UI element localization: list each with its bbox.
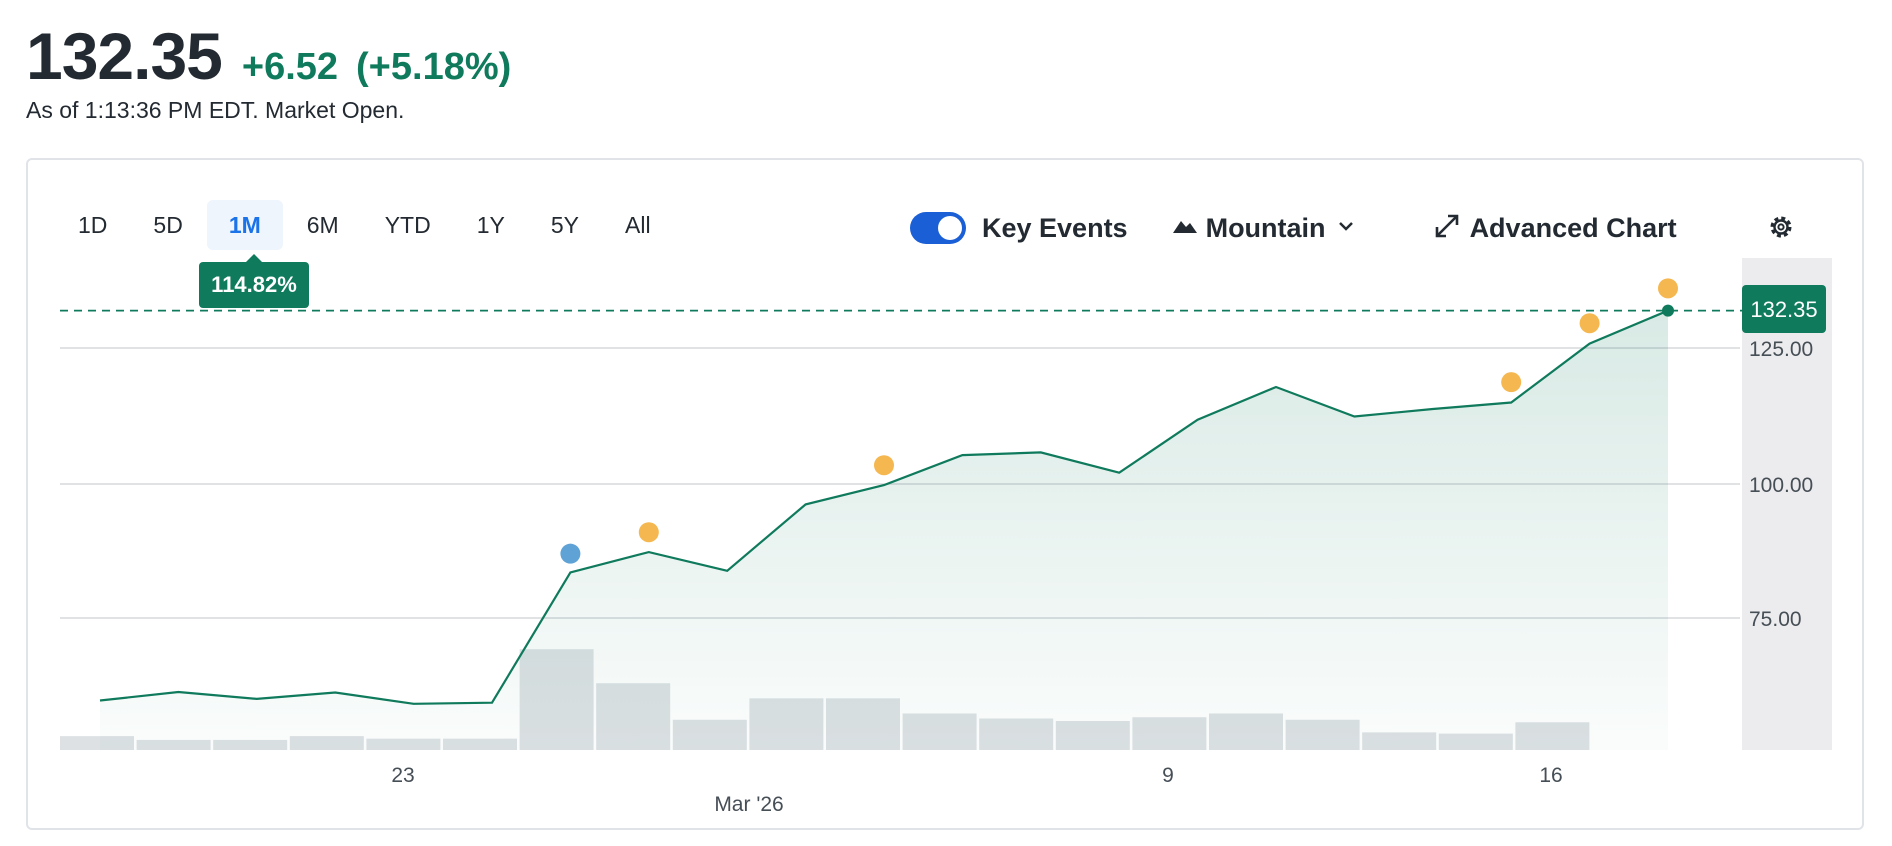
advanced-chart-label: Advanced Chart bbox=[1469, 212, 1677, 243]
quote-header: 132.35 +6.52 (+5.18%) bbox=[26, 18, 511, 94]
key-event-marker-earnings bbox=[1579, 313, 1600, 334]
y-tick-label: 75.00 bbox=[1749, 608, 1802, 631]
key-events-label: Key Events bbox=[982, 212, 1128, 243]
y-axis-band bbox=[1742, 258, 1832, 750]
expand-arrows-icon bbox=[1434, 213, 1460, 244]
y-tick-label: 100.00 bbox=[1749, 474, 1813, 497]
range-button-all[interactable]: All bbox=[625, 212, 651, 238]
price-change: +6.52 bbox=[241, 46, 339, 88]
advanced-chart-button[interactable]: Advanced Chart bbox=[1434, 213, 1677, 244]
range-button-ytd[interactable]: YTD bbox=[384, 212, 431, 238]
x-month-label: Mar '26 bbox=[714, 793, 783, 816]
range-selector: 1D 5D 1M 6M YTD 1Y 5Y All bbox=[56, 200, 675, 250]
chart-controls: Key Events Mountain Advanced Chart bbox=[910, 206, 1677, 250]
chart-card bbox=[26, 158, 1864, 830]
x-tick-label: 16 bbox=[1539, 764, 1562, 787]
current-price-label: 132.35 bbox=[1750, 297, 1817, 322]
x-tick-label: 9 bbox=[1162, 764, 1174, 787]
mountain-icon bbox=[1172, 217, 1198, 240]
range-button-1y[interactable]: 1Y bbox=[476, 212, 505, 238]
current-price-dot bbox=[1662, 304, 1674, 317]
key-event-marker-earnings bbox=[1658, 278, 1678, 299]
range-button-5d[interactable]: 5D bbox=[153, 212, 183, 238]
chart-type-label: Mountain bbox=[1205, 212, 1326, 243]
range-button-6m[interactable]: 6M bbox=[306, 212, 339, 238]
market-status: As of 1:13:36 PM EDT. Market Open. bbox=[26, 97, 405, 123]
key-event-marker-earnings bbox=[874, 455, 894, 476]
current-price: 132.35 bbox=[26, 19, 223, 93]
price-change-percent: (+5.18%) bbox=[356, 46, 512, 88]
key-event-marker-earnings bbox=[1501, 372, 1522, 393]
range-return-tooltip: 114.82% bbox=[199, 254, 309, 308]
chevron-down-icon bbox=[1338, 219, 1354, 237]
key-event-marker-dividend bbox=[560, 543, 581, 564]
price-area bbox=[100, 310, 1668, 750]
key-event-marker-earnings bbox=[638, 522, 659, 543]
key-events-toggle[interactable] bbox=[910, 212, 966, 244]
price-line bbox=[99, 309, 1669, 705]
range-button-5y[interactable]: 5Y bbox=[550, 212, 579, 238]
y-tick-label: 125.00 bbox=[1749, 338, 1813, 361]
range-button-1d[interactable]: 1D bbox=[78, 212, 108, 238]
chart-type-dropdown[interactable]: Mountain bbox=[1172, 213, 1354, 244]
gear-icon[interactable] bbox=[1766, 212, 1796, 247]
x-tick-label: 23 bbox=[391, 764, 414, 787]
toggle-knob bbox=[938, 216, 962, 240]
range-button-1m[interactable]: 1M bbox=[206, 200, 283, 250]
current-price-label-box bbox=[1742, 285, 1826, 333]
